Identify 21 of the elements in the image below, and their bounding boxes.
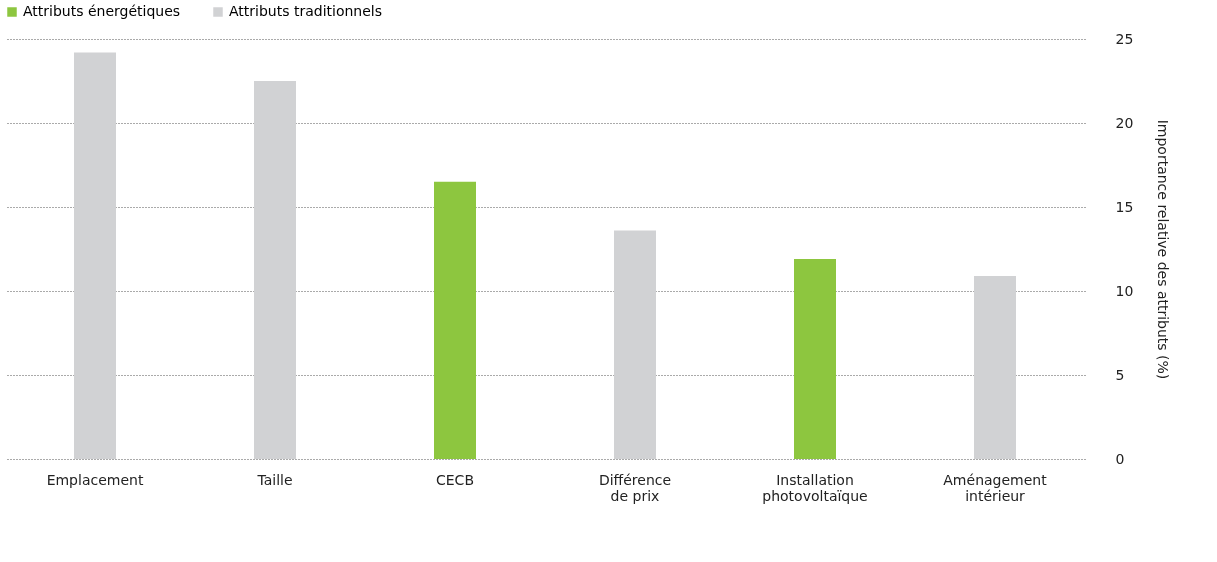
legend-label: Attributs énergétiques [23, 3, 181, 19]
bar [974, 275, 1016, 459]
y-tick-label: 10 [1115, 282, 1134, 299]
x-tick-label: Emplacement [46, 471, 144, 488]
y-tick-label: 20 [1115, 114, 1134, 131]
bar [254, 81, 296, 459]
x-tick-label: Taille [256, 471, 293, 488]
bar [794, 259, 836, 459]
x-tick-label: Installation photovoltaïque [762, 471, 868, 504]
y-tick-label: 15 [1115, 198, 1134, 215]
x-tick-label: CECB [435, 471, 475, 488]
x-tick-label: Différence de prix [598, 471, 672, 504]
y-tick-label: 25 [1115, 30, 1134, 47]
y-axis-title: Importance relative des attributs (%) [1155, 119, 1172, 380]
bar [74, 52, 116, 459]
legend-label: Attributs traditionnels [229, 3, 383, 19]
bar [434, 181, 476, 459]
x-tick-label: Aménagement intérieur [943, 471, 1048, 504]
bar [614, 230, 656, 459]
y-tick-label: 5 [1115, 366, 1125, 383]
y-tick-label: 0 [1115, 450, 1125, 467]
